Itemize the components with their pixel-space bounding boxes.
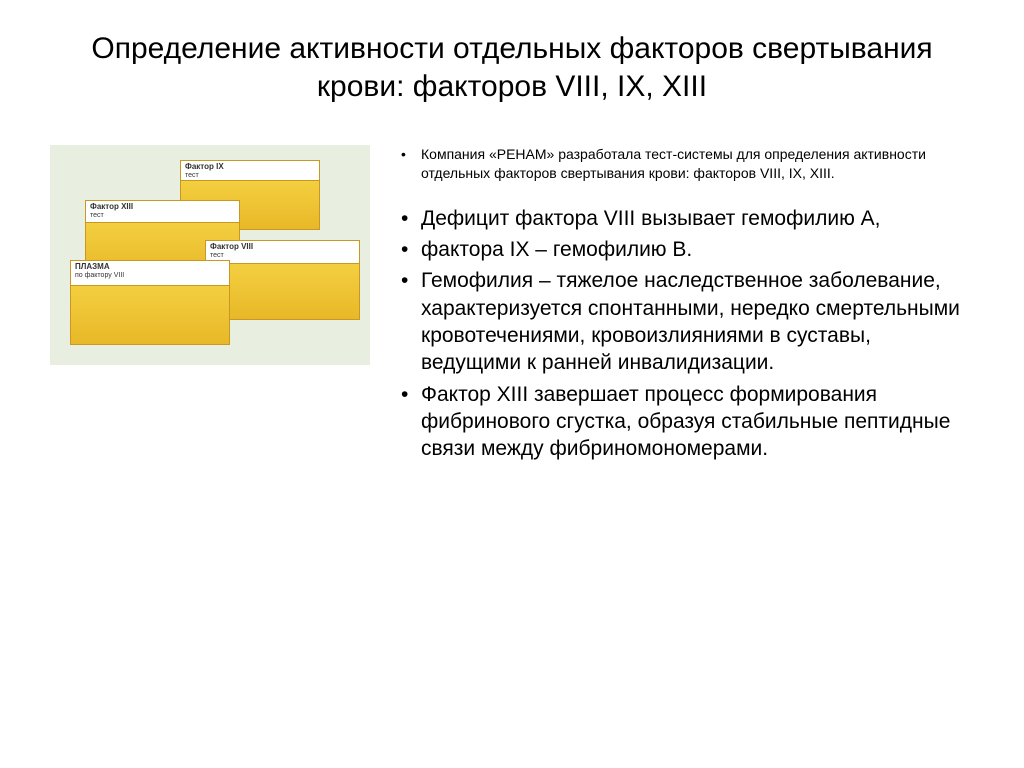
box-sub: тест (210, 252, 355, 260)
bullet-item: Гемофилия – тяжелое наследственное забол… (395, 267, 974, 376)
bullet-item: Дефицит фактора VIII вызывает гемофилию … (395, 205, 974, 232)
box-label: ПЛАЗМА (75, 263, 225, 272)
content-row: Фактор IX тест Фактор XIII тест Фактор V… (50, 145, 974, 466)
slide-title: Определение активности отдельных факторо… (50, 30, 974, 105)
box-sub: по фактору VIII (75, 272, 225, 280)
box-sub: тест (90, 212, 235, 220)
image-column: Фактор IX тест Фактор XIII тест Фактор V… (50, 145, 370, 466)
product-boxes-image: Фактор IX тест Фактор XIII тест Фактор V… (50, 145, 370, 365)
box-plasma: ПЛАЗМА по фактору VIII (70, 260, 230, 345)
bullet-intro: Компания «РЕНАМ» разработала тест-систем… (395, 145, 974, 183)
box-label: Фактор IX (185, 163, 315, 172)
text-column: Компания «РЕНАМ» разработала тест-систем… (395, 145, 974, 466)
bullet-item: Фактор XIII завершает процесс формирован… (395, 381, 974, 463)
box-label: Фактор XIII (90, 203, 235, 212)
box-sub: тест (185, 172, 315, 180)
bullet-item: фактора IX – гемофилию B. (395, 236, 974, 263)
box-label: Фактор VIII (210, 243, 355, 252)
bullet-list: Компания «РЕНАМ» разработала тест-систем… (395, 145, 974, 462)
